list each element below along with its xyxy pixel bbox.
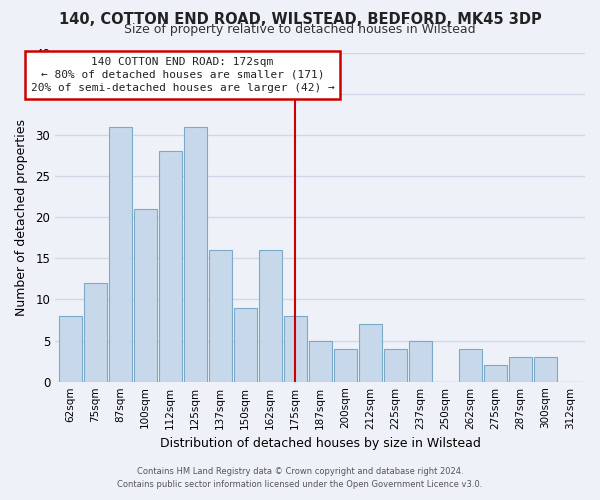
Y-axis label: Number of detached properties: Number of detached properties	[16, 118, 28, 316]
Bar	[83, 283, 107, 382]
Bar	[383, 349, 407, 382]
Bar	[158, 152, 182, 382]
Text: 140, COTTON END ROAD, WILSTEAD, BEDFORD, MK45 3DP: 140, COTTON END ROAD, WILSTEAD, BEDFORD,…	[59, 12, 541, 28]
Bar	[359, 324, 382, 382]
Bar	[109, 126, 131, 382]
Bar	[409, 340, 431, 382]
Bar	[259, 250, 281, 382]
Bar	[334, 349, 356, 382]
Bar	[59, 316, 82, 382]
Bar	[533, 357, 557, 382]
Bar	[209, 250, 232, 382]
Bar	[458, 349, 482, 382]
Bar	[484, 365, 506, 382]
Text: Size of property relative to detached houses in Wilstead: Size of property relative to detached ho…	[124, 22, 476, 36]
Text: Contains HM Land Registry data © Crown copyright and database right 2024.
Contai: Contains HM Land Registry data © Crown c…	[118, 467, 482, 489]
X-axis label: Distribution of detached houses by size in Wilstead: Distribution of detached houses by size …	[160, 437, 481, 450]
Bar	[184, 126, 206, 382]
Text: 140 COTTON END ROAD: 172sqm
← 80% of detached houses are smaller (171)
20% of se: 140 COTTON END ROAD: 172sqm ← 80% of det…	[31, 56, 334, 93]
Bar	[308, 340, 332, 382]
Bar	[284, 316, 307, 382]
Bar	[134, 209, 157, 382]
Bar	[509, 357, 532, 382]
Bar	[233, 308, 257, 382]
